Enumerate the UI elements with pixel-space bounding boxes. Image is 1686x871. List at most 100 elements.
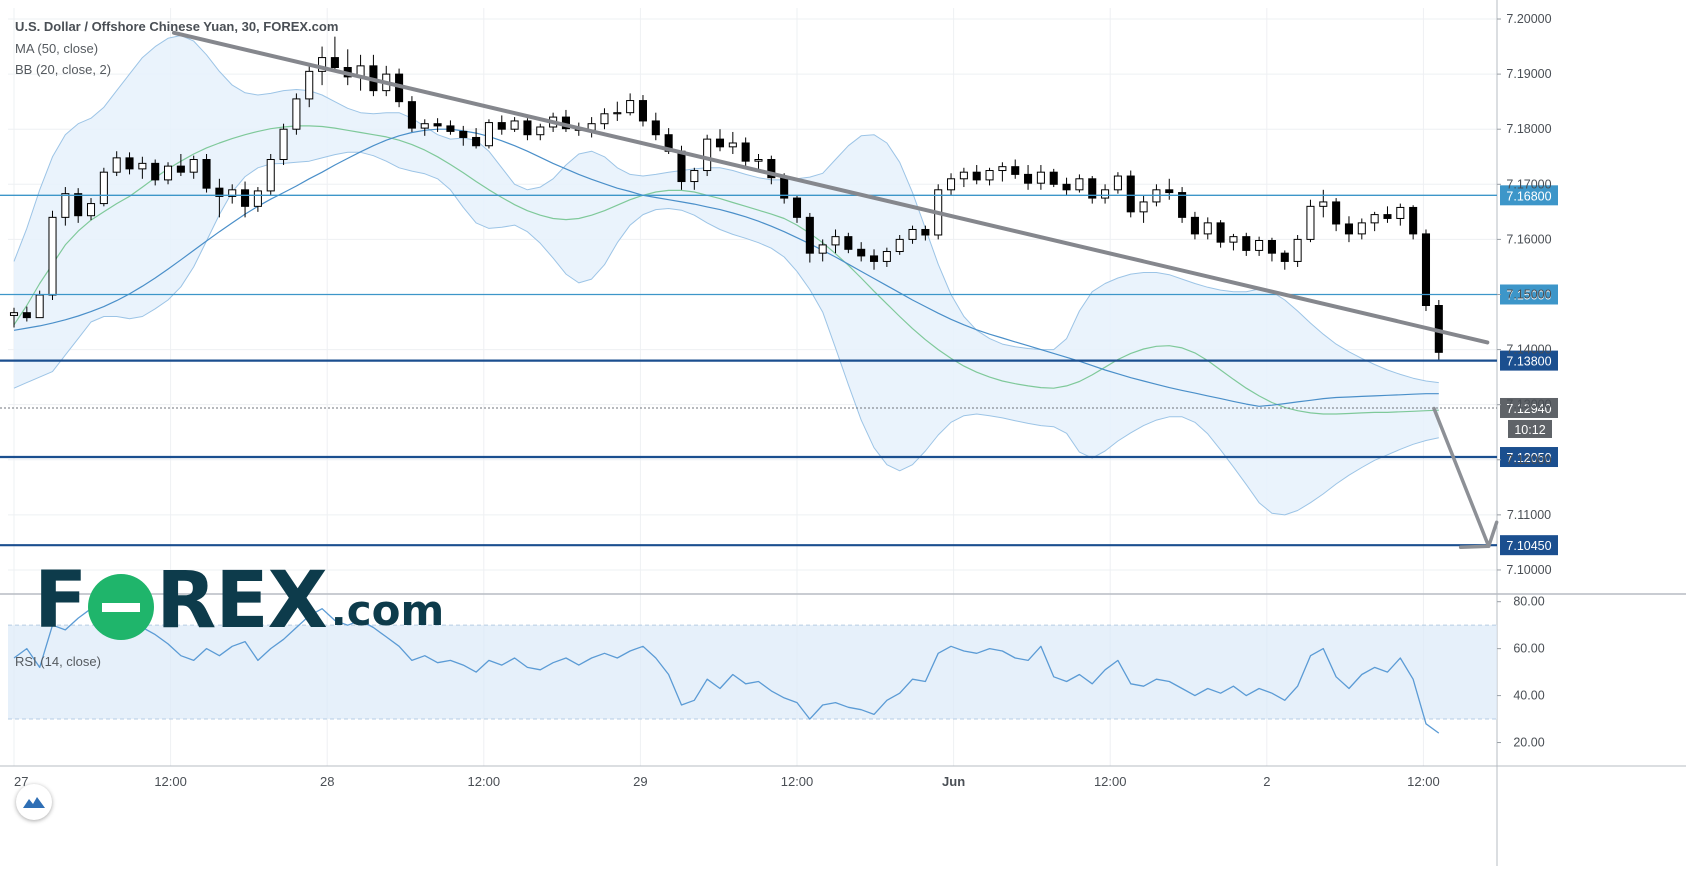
candle (112, 151, 121, 177)
candle-body (831, 236, 840, 246)
price-level-box (1500, 535, 1558, 556)
candle (754, 154, 763, 171)
candle-body (1421, 233, 1431, 307)
candle (1113, 172, 1122, 194)
candle (1242, 232, 1251, 256)
rsi-tick-label: 80.00 (1513, 595, 1544, 609)
candle-body (1319, 201, 1328, 207)
candle-body (638, 100, 648, 122)
candle (561, 109, 570, 132)
annotation-layer (172, 30, 1499, 550)
candle-body (767, 159, 776, 179)
price-level-box (1500, 185, 1558, 206)
candle-body (677, 150, 686, 183)
candle (189, 155, 198, 179)
candle-body (651, 120, 660, 136)
candle-body (228, 189, 237, 197)
price-level-label: 7.12050 (1506, 451, 1551, 465)
bb-band-fill (14, 35, 1439, 515)
candle-body (74, 193, 83, 217)
candle-body (703, 138, 712, 172)
candle-body (869, 255, 879, 262)
candle (690, 167, 699, 190)
candle-body (279, 128, 288, 161)
candle-body (536, 126, 545, 136)
candle (74, 188, 83, 223)
candle (1255, 236, 1264, 256)
projection-arrow-shaft (1432, 406, 1491, 549)
price-level-tag: 7.13800 (1500, 350, 1558, 371)
forex-logo: F REX .com (34, 562, 445, 640)
candle (61, 187, 70, 226)
candle (1421, 229, 1431, 312)
candle (215, 178, 224, 218)
candle (1409, 205, 1418, 240)
candle (1049, 168, 1058, 188)
candle-body (613, 112, 622, 115)
candle-body (921, 228, 930, 236)
candle-body (1126, 175, 1135, 213)
candle (420, 119, 429, 136)
candle-body (1344, 223, 1353, 235)
candle-body (1062, 183, 1071, 191)
candle (972, 165, 981, 185)
candle (1011, 159, 1020, 179)
candle-body (1242, 236, 1251, 251)
candle (613, 101, 622, 121)
candle-body (48, 216, 57, 296)
candle (1344, 216, 1353, 243)
time-tick-label: 29 (633, 774, 647, 789)
trendline (172, 30, 1490, 345)
price-level-label: 7.10450 (1506, 539, 1551, 553)
price-level-label: 7.15000 (1506, 288, 1551, 302)
candle (1383, 206, 1392, 223)
price-tick-label: 7.16000 (1506, 232, 1551, 246)
candle (151, 159, 160, 186)
candle-body (1409, 206, 1418, 235)
bb-legend[interactable]: BB (20, close, 2) (15, 62, 112, 77)
candle-body (1178, 192, 1187, 218)
candle (523, 118, 532, 141)
levels-layer (0, 194, 1497, 547)
candle-body (202, 159, 211, 189)
candle-body (9, 312, 19, 316)
candle (176, 154, 185, 177)
price-tick-label: 7.19000 (1506, 67, 1551, 81)
price-tick-label: 7.10000 (1506, 563, 1551, 577)
logo-text-com: .com (330, 586, 445, 635)
time-tick-label: 12:00 (1094, 774, 1127, 789)
candle-body (1255, 239, 1264, 251)
candle (202, 154, 211, 193)
candle (1357, 218, 1366, 240)
candle-body (908, 228, 917, 240)
candle (86, 198, 96, 221)
candle-body (754, 159, 763, 162)
candle-body (253, 190, 262, 207)
candle-body (1267, 239, 1276, 254)
candle-body (1075, 178, 1084, 191)
candle-body (420, 123, 429, 129)
tradingview-logo-icon[interactable] (16, 784, 52, 820)
candle-body (1306, 205, 1315, 240)
logo-o-icon (88, 574, 155, 640)
candle-body (792, 197, 802, 218)
price-tick-label: 7.15000 (1506, 287, 1551, 301)
candle (741, 137, 750, 168)
candle (343, 49, 352, 86)
candle (703, 134, 712, 177)
candle (99, 167, 108, 207)
candle-body (433, 123, 442, 127)
rsi-legend[interactable]: RSI (14, close) (15, 654, 101, 669)
candle (1370, 211, 1379, 232)
candle (882, 247, 891, 267)
ma-legend[interactable]: MA (50, close) (15, 41, 99, 56)
candle-body (959, 171, 968, 180)
price-level-tag: 7.10450 (1500, 535, 1558, 556)
price-level-tag: 7.12050 (1500, 447, 1558, 468)
candle (857, 242, 866, 262)
candle-body (164, 165, 173, 181)
candle (497, 115, 506, 135)
candle-body (510, 120, 519, 130)
